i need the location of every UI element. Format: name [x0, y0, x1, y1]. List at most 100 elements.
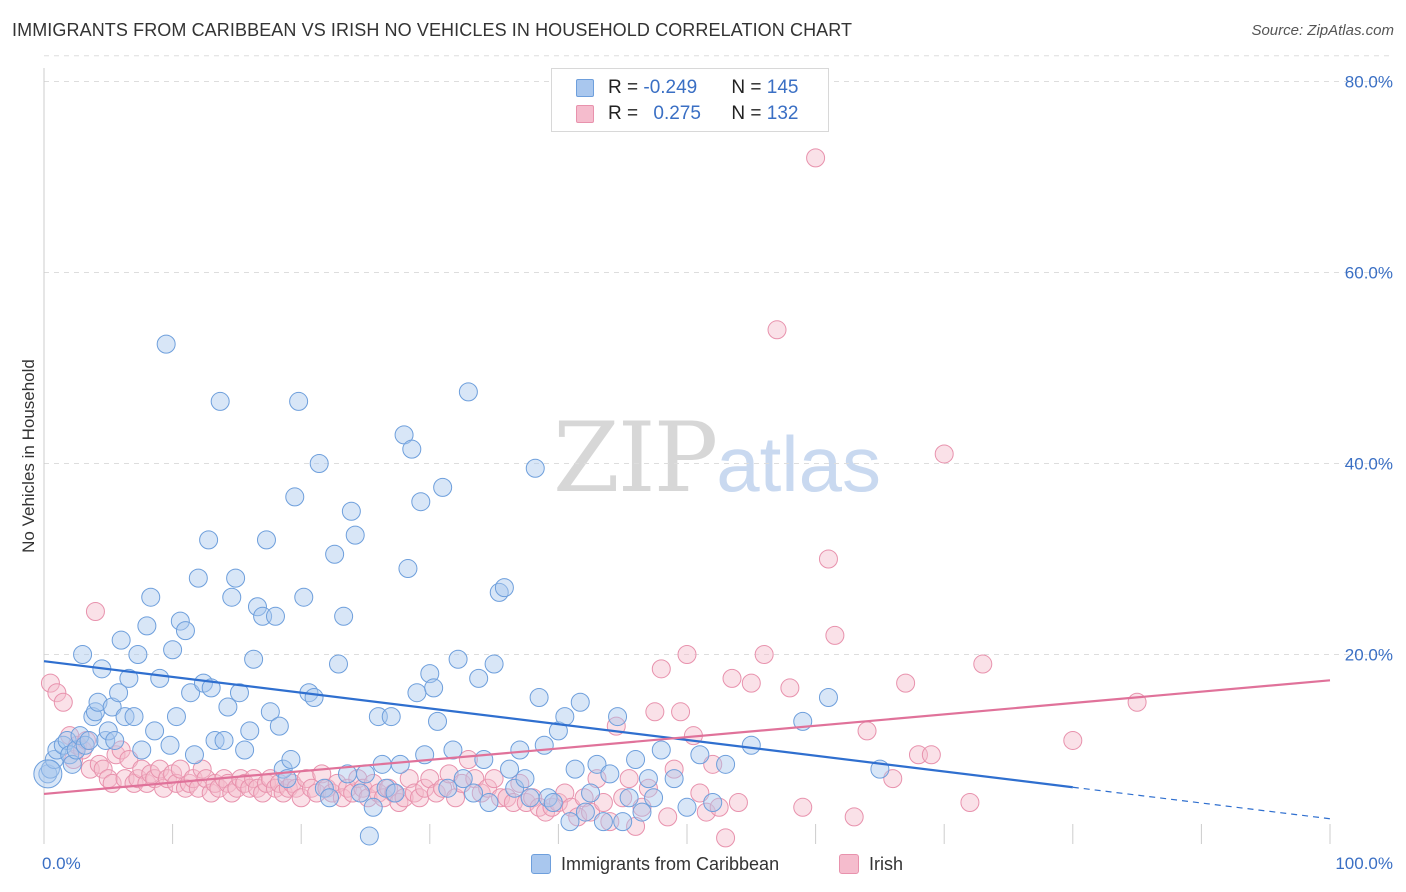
watermark: ZIPatlas: [553, 402, 881, 514]
chart-title: IMMIGRANTS FROM CARIBBEAN VS IRISH NO VE…: [12, 20, 853, 40]
caribbean-point: [570, 692, 590, 712]
legend-swatch-pink: [576, 105, 594, 123]
irish-point: [343, 783, 363, 803]
legend-row-caribbean: R = -0.249 N = 145: [576, 76, 798, 100]
legend-r-label: R =: [608, 77, 644, 98]
caribbean-point: [448, 649, 468, 669]
caribbean-point: [453, 769, 473, 789]
caribbean-point: [651, 740, 671, 760]
irish-point: [85, 602, 105, 622]
bottom-legend-caribbean: Immigrants from Caribbean: [531, 851, 779, 877]
caribbean-point: [443, 740, 463, 760]
caribbean-point: [70, 726, 90, 746]
irish-point: [677, 645, 697, 664]
bottom-legend-swatch-blue: [531, 854, 551, 874]
caribbean-point: [555, 707, 575, 727]
caribbean-point: [188, 568, 208, 588]
caribbean-point: [319, 788, 339, 808]
irish-point: [150, 759, 170, 779]
caribbean-point: [184, 745, 204, 765]
irish-point: [1063, 730, 1083, 750]
caribbean-point: [560, 812, 580, 832]
irish-point: [128, 769, 148, 789]
y-tick-label: 20.0%: [1345, 646, 1393, 665]
caribbean-trend-extension: [1072, 786, 1331, 820]
irish-point: [793, 797, 813, 817]
caribbean-point: [105, 730, 125, 750]
caribbean-point: [175, 621, 195, 641]
caribbean-point: [247, 597, 267, 617]
irish-point: [478, 778, 498, 798]
caribbean-point: [33, 759, 63, 789]
legend-swatch-blue: [576, 79, 594, 97]
irish-point: [581, 802, 601, 822]
caribbean-point: [345, 525, 365, 545]
caribbean-point: [703, 793, 723, 813]
caribbean-point: [314, 778, 334, 798]
legend-r-value: -0.249: [643, 77, 698, 98]
caribbean-point: [145, 721, 165, 741]
caribbean-point: [128, 645, 148, 664]
irish-point: [896, 673, 916, 693]
caribbean-point: [398, 559, 418, 579]
caribbean-point: [240, 721, 260, 741]
irish-point: [716, 828, 736, 848]
caribbean-point: [111, 630, 131, 650]
irish-point: [399, 769, 419, 789]
caribbean-point: [438, 778, 458, 798]
caribbean-point: [229, 683, 249, 703]
correlation-legend: R = -0.249 N = 145 R = 0.275 N = 132: [551, 68, 829, 132]
caribbean-point: [341, 501, 361, 521]
irish-point: [690, 783, 710, 803]
caribbean-point: [376, 778, 396, 798]
tick-labels: 20.0% 40.0% 60.0% 80.0% 0.0% 100.0% No Vehicle…: [19, 73, 1393, 874]
irish-point: [664, 759, 684, 779]
caribbean-point: [214, 730, 234, 750]
caribbean-point: [626, 750, 646, 770]
caribbean-point: [226, 568, 246, 588]
caribbean-point: [520, 788, 540, 808]
caribbean-point: [587, 754, 607, 774]
caribbean-point: [494, 578, 514, 598]
legend-r-value: 0.275: [653, 103, 701, 124]
caribbean-point: [433, 477, 453, 497]
caribbean-point: [402, 439, 422, 459]
caribbean-point: [222, 587, 242, 607]
irish-point: [973, 654, 993, 674]
legend-n-value: 145: [766, 77, 799, 98]
caribbean-point: [98, 721, 118, 741]
caribbean-point: [88, 692, 108, 712]
caribbean-point: [505, 778, 525, 798]
caribbean-point: [363, 797, 383, 817]
irish-point: [394, 788, 414, 808]
irish-point: [857, 721, 877, 741]
caribbean-point: [543, 793, 563, 813]
caribbean-point: [285, 487, 305, 507]
caribbean-point: [235, 740, 255, 760]
irish-trend-line: [43, 679, 1331, 796]
bottom-legend-swatch-pink: [839, 854, 859, 874]
caribbean-point: [325, 544, 345, 564]
irish-point: [484, 769, 504, 789]
caribbean-point: [269, 716, 289, 736]
caribbean-point: [334, 606, 354, 626]
caribbean-point: [525, 458, 545, 478]
irish-point: [806, 148, 826, 168]
irish-point: [439, 764, 459, 784]
irish-point: [491, 788, 511, 808]
caribbean-point: [608, 707, 628, 727]
caribbean-point: [581, 783, 601, 803]
irish-point: [446, 788, 466, 808]
caribbean-point: [458, 382, 478, 402]
bottom-legend-label-irish: Irish: [869, 853, 904, 874]
caribbean-point: [141, 587, 161, 607]
caribbean-point: [515, 769, 535, 789]
irish-point: [818, 549, 838, 569]
caribbean-point: [534, 735, 554, 755]
legend-row-irish: R = 0.275 N = 132: [576, 102, 798, 126]
irish-point: [722, 668, 742, 688]
caribbean-point: [529, 687, 549, 707]
caribbean-point: [469, 668, 489, 688]
caribbean-point: [119, 668, 139, 688]
